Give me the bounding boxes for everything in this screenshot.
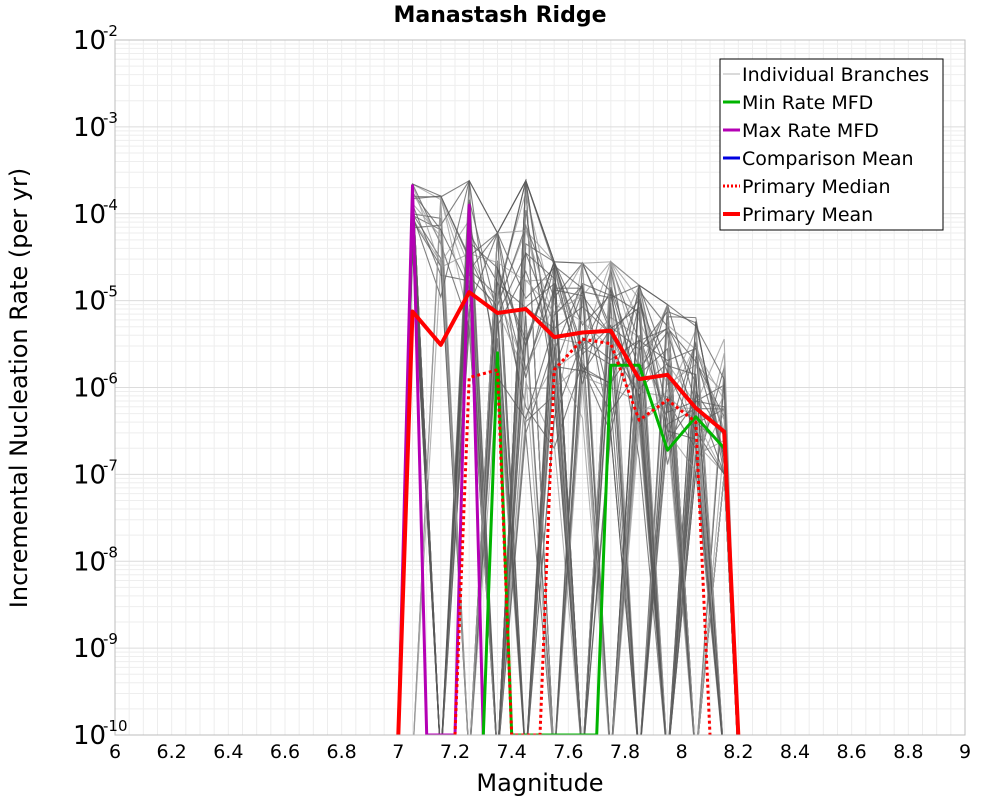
y-tick-label: 10-10 bbox=[73, 717, 128, 751]
legend: Individual Branches Min Rate MFD Max Rate … bbox=[719, 58, 944, 231]
y-tick-exponent: -4 bbox=[103, 196, 118, 214]
x-tick-label: 6.8 bbox=[327, 741, 357, 763]
branch-line bbox=[398, 183, 738, 735]
legend-label: Primary Median bbox=[742, 176, 891, 198]
legend-label: Max Rate MFD bbox=[742, 120, 879, 142]
y-tick-exponent: -6 bbox=[103, 370, 118, 388]
legend-label: Individual Branches bbox=[742, 64, 929, 86]
y-tick-base: 10 bbox=[73, 26, 106, 56]
x-tick-label: 8.6 bbox=[837, 741, 867, 763]
legend-label: Primary Mean bbox=[742, 204, 873, 226]
y-tick-label: 10-9 bbox=[73, 630, 118, 664]
series-line-min-rate-mfd bbox=[481, 351, 726, 735]
x-tick-label: 7 bbox=[392, 741, 404, 763]
x-tick-label: 6.2 bbox=[157, 741, 187, 763]
series-layer bbox=[396, 184, 741, 735]
x-axis-ticks: 6 6.2 6.4 6.6 6.8 7 7.2 7.4 7.6 7.8 8 8.2 8.4 8.6 8.8 9 bbox=[109, 741, 971, 763]
y-tick-base: 10 bbox=[73, 547, 106, 577]
y-tick-base: 10 bbox=[73, 721, 106, 751]
chart-title: Manastash Ridge bbox=[393, 3, 606, 28]
x-tick-label: 8.4 bbox=[780, 741, 810, 763]
y-tick-exponent: -9 bbox=[103, 630, 118, 648]
y-tick-label: 10-5 bbox=[73, 283, 118, 317]
y-tick-label: 10-3 bbox=[73, 109, 118, 143]
x-tick-label: 7.8 bbox=[610, 741, 640, 763]
y-axis-label: Incremental Nucleation Rate (per yr) bbox=[5, 168, 33, 608]
branch-line bbox=[398, 183, 738, 735]
y-tick-exponent: -3 bbox=[103, 109, 118, 127]
y-tick-label: 10-4 bbox=[73, 196, 118, 230]
x-tick-label: 7.6 bbox=[553, 741, 583, 763]
x-tick-label: 8 bbox=[676, 741, 688, 763]
branch-line bbox=[470, 178, 695, 735]
y-tick-label: 10-8 bbox=[73, 543, 118, 577]
x-tick-label: 8.2 bbox=[723, 741, 753, 763]
x-tick-label: 7.2 bbox=[440, 741, 470, 763]
y-tick-exponent: -7 bbox=[103, 456, 118, 474]
x-tick-label: 6.6 bbox=[270, 741, 300, 763]
y-tick-base: 10 bbox=[73, 113, 106, 143]
series-line-primary-mean bbox=[396, 290, 741, 735]
x-tick-label: 6.4 bbox=[213, 741, 243, 763]
y-tick-exponent: -10 bbox=[103, 717, 128, 735]
branch-line bbox=[413, 197, 738, 735]
y-tick-base: 10 bbox=[73, 374, 106, 404]
y-tick-base: 10 bbox=[73, 287, 106, 317]
branch-line bbox=[398, 210, 723, 735]
plot-border bbox=[114, 39, 966, 736]
y-tick-base: 10 bbox=[73, 634, 106, 664]
y-tick-label: 10-7 bbox=[73, 456, 118, 490]
legend-label: Min Rate MFD bbox=[742, 92, 873, 114]
series-line-primary-median bbox=[453, 337, 712, 735]
y-tick-label: 10-2 bbox=[73, 22, 118, 56]
x-tick-label: 8.8 bbox=[893, 741, 923, 763]
y-tick-base: 10 bbox=[73, 460, 106, 490]
branch-line bbox=[398, 180, 738, 735]
branch-line bbox=[441, 231, 723, 735]
y-tick-base: 10 bbox=[73, 200, 106, 230]
y-tick-exponent: -5 bbox=[103, 283, 118, 301]
plot-frame bbox=[114, 39, 966, 736]
y-tick-exponent: -8 bbox=[103, 543, 118, 561]
branch-line bbox=[398, 190, 738, 735]
x-tick-label: 9 bbox=[959, 741, 971, 763]
branch-line bbox=[398, 202, 723, 735]
legend-label: Comparison Mean bbox=[742, 148, 914, 170]
branch-line bbox=[413, 195, 724, 735]
legend-box bbox=[719, 58, 944, 231]
x-tick-label: 6 bbox=[109, 741, 121, 763]
y-tick-exponent: -2 bbox=[103, 22, 118, 40]
x-axis-label: Magnitude bbox=[476, 769, 603, 797]
y-tick-label: 10-6 bbox=[73, 370, 118, 404]
x-tick-label: 7.4 bbox=[497, 741, 527, 763]
branch-line bbox=[398, 218, 738, 735]
